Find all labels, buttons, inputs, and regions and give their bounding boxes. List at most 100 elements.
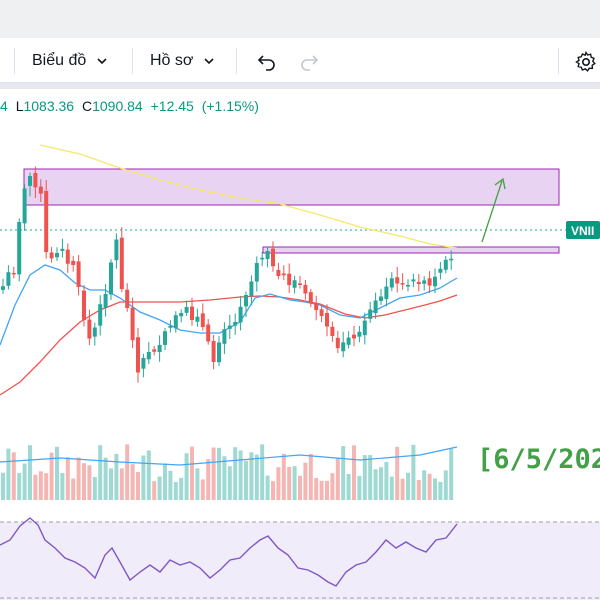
candle-body <box>136 337 140 373</box>
candle-body <box>103 294 108 308</box>
low-key: L <box>15 98 24 114</box>
candle-body <box>76 261 81 287</box>
low-value: 1083.36 <box>23 98 75 114</box>
price-chart[interactable]: VNII [6/5/2023 <box>0 88 600 600</box>
volume-bar <box>406 472 410 500</box>
volume-bar <box>206 459 211 500</box>
candle-body <box>195 316 200 322</box>
volume-bar <box>433 478 437 500</box>
toolbar-separator <box>558 48 559 74</box>
candle-body <box>287 273 292 286</box>
undo-icon[interactable] <box>254 50 278 74</box>
volume-bar <box>60 473 65 500</box>
gear-icon[interactable] <box>574 50 598 74</box>
change-percent: (+1.15%) <box>201 98 259 114</box>
toolbar-shadow <box>0 83 600 89</box>
volume-bar <box>92 476 97 500</box>
volume-bar <box>200 479 205 500</box>
candle-body <box>200 313 205 327</box>
candle-body <box>379 296 383 301</box>
moving-averages <box>0 144 458 396</box>
volume-bar <box>249 452 254 500</box>
candle-body <box>298 283 302 285</box>
volume-bar <box>76 457 81 500</box>
candle-body <box>222 329 227 344</box>
volume-bar <box>179 477 184 500</box>
candle-body <box>98 304 103 326</box>
candle-body <box>22 188 27 224</box>
volume-bar <box>114 453 119 500</box>
volume-bar <box>109 468 113 500</box>
volume-bars <box>0 444 458 500</box>
candle-body <box>422 280 427 284</box>
volume-bar <box>17 473 22 500</box>
ohlc-partial: 4 <box>0 98 8 114</box>
candle-body <box>28 176 32 186</box>
candle-body <box>238 306 243 323</box>
volume-bar <box>103 457 108 500</box>
volume-bar <box>190 446 194 500</box>
volume-bar <box>287 466 292 500</box>
candle-body <box>163 331 167 345</box>
candle-body <box>173 315 178 329</box>
candle-body <box>303 284 308 294</box>
volume-bar <box>55 446 59 500</box>
volume-bar <box>260 444 265 500</box>
volume-bar <box>163 463 167 500</box>
candle-body <box>265 251 270 260</box>
candle-body <box>341 342 346 352</box>
volume-bar <box>368 455 373 500</box>
volume-bar <box>119 468 124 500</box>
candle-body <box>416 281 421 285</box>
candle-body <box>152 349 157 352</box>
volume-bar <box>265 475 270 500</box>
redo-icon[interactable] <box>298 50 322 74</box>
volume-bar <box>443 470 448 500</box>
volume-bar <box>379 467 383 500</box>
volume-bar <box>44 473 49 500</box>
candle-body <box>292 280 297 288</box>
candle-body <box>119 237 124 289</box>
volume-bar <box>98 445 103 500</box>
volume-bar <box>71 478 76 500</box>
candle-body <box>330 326 335 336</box>
rsi-line <box>0 517 458 587</box>
volume-bar <box>33 474 38 500</box>
candle-body <box>362 320 367 336</box>
profile-menu-label: Hồ sơ <box>150 52 194 69</box>
volume-bar <box>173 481 178 500</box>
moving-average-yellow <box>39 144 458 249</box>
volume-bar <box>362 455 367 500</box>
candle-body <box>71 260 76 265</box>
volume-bar <box>22 463 27 500</box>
candle-body <box>1 286 5 290</box>
candle-body <box>33 172 38 188</box>
toolbar-separator <box>14 48 15 74</box>
candle-body <box>271 248 275 267</box>
volume-bar <box>271 481 275 500</box>
volume-bar <box>341 446 346 500</box>
volume-bar <box>254 454 259 500</box>
toolbar-separator <box>132 48 133 74</box>
volume-bar <box>314 478 319 500</box>
volume-bar <box>38 471 43 500</box>
volume-bar <box>227 466 232 500</box>
chart-menu-button[interactable]: Biểu đồ <box>32 48 108 74</box>
candle-body <box>55 253 59 258</box>
volume-bar <box>308 453 313 500</box>
browser-top-strip <box>0 0 600 38</box>
candle-body <box>190 306 194 320</box>
toolbar-separator <box>236 48 237 74</box>
volume-bar <box>384 461 389 500</box>
breakout-arrowhead <box>494 177 506 190</box>
candle-body <box>157 345 162 353</box>
candle-body <box>308 292 313 304</box>
chart-menu-label: Biểu đồ <box>32 52 87 69</box>
candle-body <box>38 186 43 194</box>
profile-menu-button[interactable]: Hồ sơ <box>150 48 215 74</box>
candle-body <box>179 313 184 317</box>
candle-body <box>227 325 232 329</box>
candle-body <box>206 324 211 342</box>
price-tag-label: VNII <box>571 224 594 238</box>
candle-body <box>433 276 437 287</box>
